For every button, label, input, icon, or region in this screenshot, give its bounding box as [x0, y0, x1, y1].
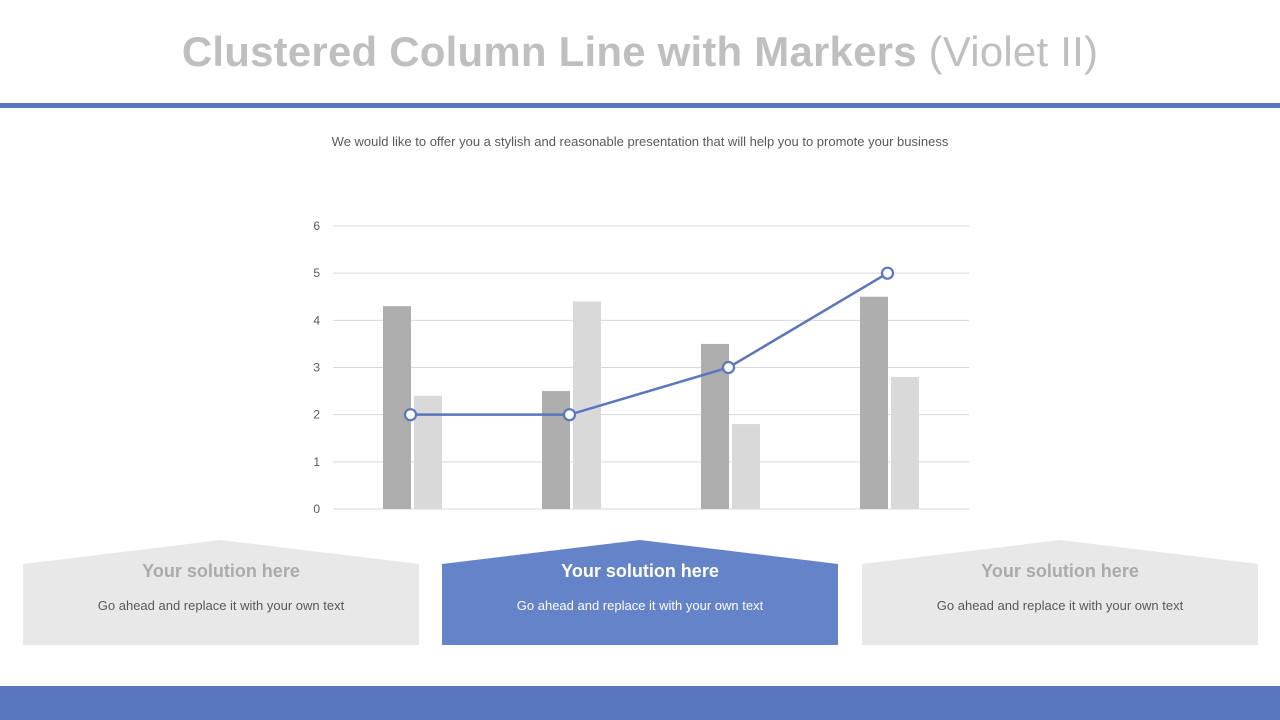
solution-card-2-text: Go ahead and replace it with your own te… — [516, 598, 764, 613]
solution-card-2-bg — [442, 540, 838, 645]
solution-card-2-heading: Your solution here — [561, 561, 719, 581]
header-divider — [0, 103, 1280, 108]
y-tick-label-4: 4 — [313, 313, 320, 327]
footer-bar — [0, 686, 1280, 720]
slide-title: Clustered Column Line with Markers (Viol… — [0, 28, 1280, 76]
solution-card-1-heading: Your solution here — [142, 561, 300, 581]
y-tick-label-1: 1 — [313, 455, 320, 469]
y-tick-label-6: 6 — [313, 219, 320, 233]
bar-s1-4 — [860, 296, 888, 509]
line-marker-3 — [721, 360, 736, 375]
solution-card-3[interactable]: Your solution here Go ahead and replace … — [862, 540, 1258, 645]
y-tick-label-2: 2 — [313, 408, 320, 422]
solution-card-3-heading: Your solution here — [981, 561, 1139, 581]
y-tick-label-0: 0 — [313, 502, 320, 516]
slide-title-main: Clustered Column Line with Markers — [181, 28, 929, 75]
slide-subtitle: We would like to offer you a stylish and… — [331, 134, 949, 149]
solution-card-3-shape — [862, 540, 1258, 645]
solution-card-1-text: Go ahead and replace it with your own te… — [97, 598, 345, 613]
solution-card-2-shape — [442, 540, 838, 645]
clustered-column-line-chart: 0 1 2 3 4 5 6 — [313, 219, 969, 516]
bar-s1-2 — [542, 391, 570, 509]
bar-s2-1 — [414, 395, 442, 509]
bar-s1-1 — [383, 306, 411, 509]
solution-card-1-shape — [23, 540, 419, 645]
bar-s2-2 — [573, 301, 601, 509]
y-tick-label-3: 3 — [313, 361, 320, 375]
solution-card-1[interactable]: Your solution here Go ahead and replace … — [23, 540, 419, 645]
solution-card-1-bg — [23, 540, 419, 645]
line-marker-1 — [403, 408, 418, 422]
y-tick-label-5: 5 — [313, 266, 320, 280]
slide-title-suffix: (Violet II) — [928, 28, 1099, 75]
bar-s2-4 — [891, 376, 919, 509]
line-marker-4 — [880, 266, 895, 280]
solution-card-3-text: Go ahead and replace it with your own te… — [936, 598, 1184, 613]
solution-card-3-bg — [862, 540, 1258, 645]
line-marker-2 — [562, 408, 577, 422]
bar-s2-3 — [732, 424, 760, 509]
solution-card-2[interactable]: Your solution here Go ahead and replace … — [442, 540, 838, 645]
line-series — [410, 272, 889, 416]
